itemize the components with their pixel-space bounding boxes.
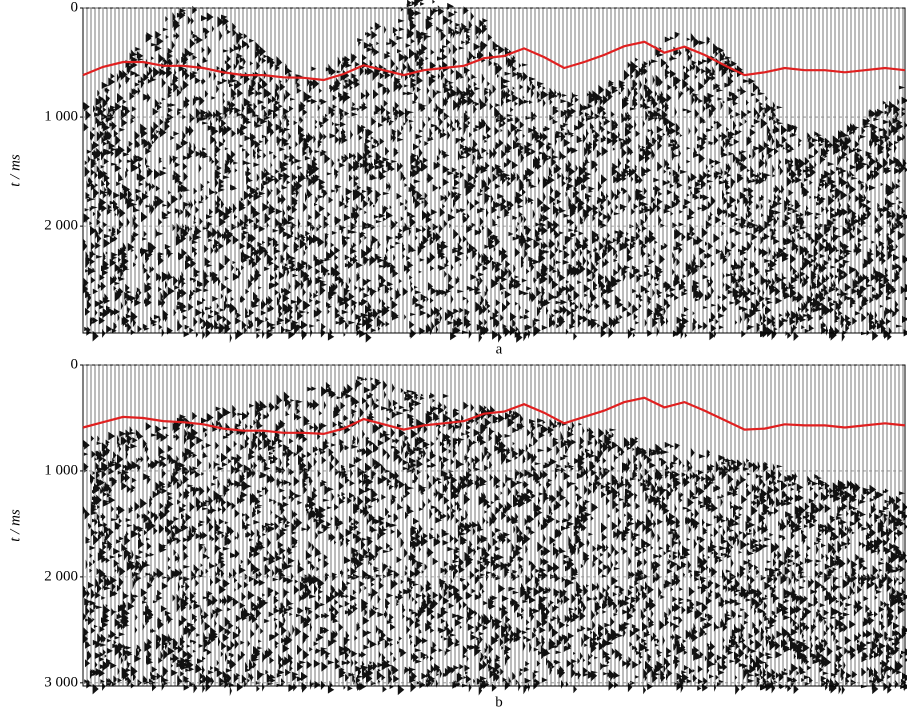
y-tick-label: 2 000: [44, 218, 78, 234]
y-tick-label: 1 000: [44, 108, 78, 124]
y-tick-label: 3 000: [44, 674, 78, 690]
y-axis-label: t / ms: [7, 509, 23, 542]
y-tick-label: 1 000: [44, 462, 78, 478]
panel-label: a: [496, 341, 503, 357]
y-tick-label: 2 000: [44, 568, 78, 584]
y-axis-label: t / ms: [7, 154, 23, 187]
panel-label: b: [495, 694, 503, 710]
y-tick-label: 0: [71, 0, 79, 15]
figure: 0 1 000 2 000 t / ms a 0 1 000 2 000 3 000 t / ms…: [0, 0, 907, 716]
y-tick-label: 0: [71, 356, 79, 372]
